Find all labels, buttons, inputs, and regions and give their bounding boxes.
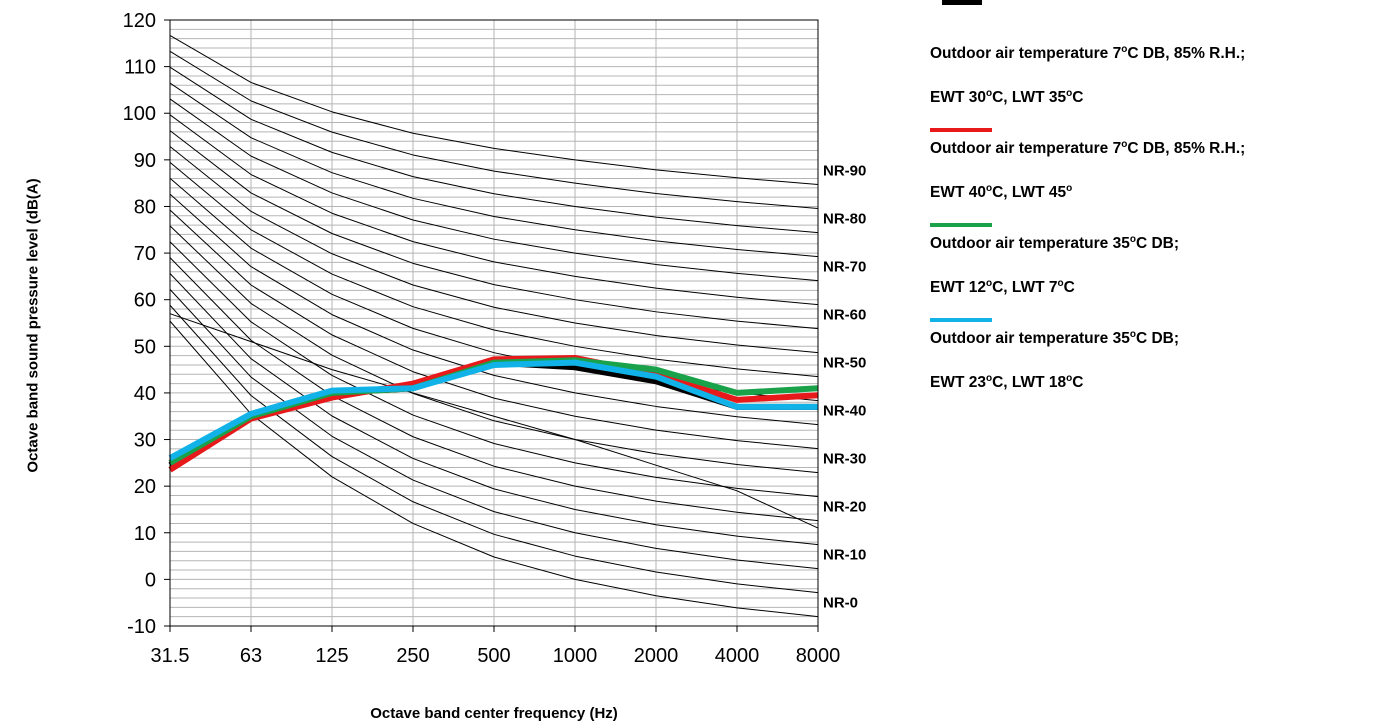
- nr-curve: [169, 289, 819, 570]
- x-tick-label: 250: [396, 645, 429, 667]
- nr-label: NR-20: [823, 499, 866, 516]
- nr-label: NR-30: [823, 451, 866, 468]
- data-series: [168, 354, 819, 473]
- y-tick-label: 60: [134, 290, 156, 312]
- y-tick-label: 0: [145, 569, 156, 591]
- nr-curve: [169, 130, 819, 330]
- nr-label: NR-50: [823, 355, 866, 372]
- legend-label-line: EWT 30oC, LWT 35oC: [930, 88, 1084, 107]
- x-tick-label: 8000: [796, 645, 841, 667]
- nr-label: NR-80: [823, 211, 866, 228]
- nr-label-bg: [820, 158, 878, 181]
- nr-label: NR-70: [823, 259, 866, 276]
- y-tick-label: 50: [134, 336, 156, 358]
- legend-label-line: Outdoor air temperature 35oC DB;: [930, 234, 1179, 253]
- y-tick-label: 100: [123, 103, 156, 125]
- legend-swatch: [930, 318, 992, 322]
- legend-label-line: EWT 23oC, LWT 18oC: [930, 373, 1084, 392]
- y-tick-label: 80: [134, 196, 156, 218]
- x-axis-title: Octave band center frequency (Hz): [370, 705, 618, 722]
- nr-curve: [169, 146, 819, 354]
- legend-label-line: Outdoor air temperature 35oC DB;: [930, 329, 1179, 348]
- legend-label-line: EWT 40oC, LWT 45o: [930, 183, 1073, 202]
- series-line: [168, 359, 818, 461]
- nr-label-bg: [820, 590, 878, 613]
- x-tick-label: 31.5: [151, 645, 190, 667]
- nr-curve: [169, 162, 819, 378]
- nr-label-bg: [820, 350, 878, 373]
- y-tick-label: 20: [134, 476, 156, 498]
- x-tick-label: 4000: [715, 645, 760, 667]
- legend-label: Outdoor air temperature 7oC DB, 85% R.H.…: [930, 125, 1380, 213]
- legend-swatch: [930, 128, 992, 132]
- nr-curve: [169, 225, 819, 474]
- x-tick-label: 500: [477, 645, 510, 667]
- nr-label: NR-90: [823, 163, 866, 180]
- y-tick-label: 90: [134, 150, 156, 172]
- nr-curve: [169, 82, 819, 258]
- nr-curve: [169, 98, 819, 282]
- nr-label-bg: [820, 494, 878, 517]
- y-tick-label: -10: [127, 616, 156, 638]
- nr-curve-labels: NR-0 NR-10 NR-20 NR-30 NR-40 NR-50 NR-60 NR-70 N…: [820, 158, 878, 613]
- grid-lines: [169, 19, 819, 627]
- nr-label: NR-0: [823, 595, 858, 612]
- x-tick-label: 2000: [634, 645, 679, 667]
- nr-label: NR-10: [823, 547, 866, 564]
- nr-curve: [169, 34, 819, 186]
- legend-swatch: [930, 223, 992, 227]
- legend-label-line: Outdoor air temperature 7oC DB, 85% R.H.…: [930, 44, 1246, 63]
- x-tick-label: 63: [240, 645, 262, 667]
- legend-label: Outdoor air temperature 7oC DB, 85% R.H.…: [930, 30, 1380, 118]
- y-tick-label: 30: [134, 430, 156, 452]
- x-tick-label: 125: [315, 645, 348, 667]
- y-tick-label: 110: [124, 57, 156, 79]
- y-tick-label: 40: [134, 383, 156, 405]
- nr-curve: [169, 273, 819, 546]
- nr-curve: [169, 209, 819, 450]
- nr-label-bg: [820, 254, 878, 277]
- nr-curve: [169, 257, 819, 522]
- x-axis-ticks: 31.5 63 125 250 500 1000 2000 4000 8000: [151, 626, 841, 667]
- legend-label-line: Outdoor air temperature 7oC DB, 85% R.H.…: [930, 139, 1246, 158]
- y-tick-label: 120: [123, 10, 156, 32]
- x-tick-label: 1000: [553, 645, 598, 667]
- nr-curve: [169, 313, 819, 529]
- nr-label-bg: [820, 542, 878, 565]
- legend-label-line: EWT 12oC, LWT 7oC: [930, 278, 1075, 297]
- nr-label-bg: [820, 302, 878, 325]
- y-tick-label: 70: [134, 243, 156, 265]
- nr-curve: [169, 241, 819, 498]
- nr-curves: [169, 34, 819, 618]
- nr-label-bg: [820, 446, 878, 469]
- nr-label-bg: [820, 206, 878, 229]
- legend-swatch: [942, 0, 982, 5]
- nr-curve: [169, 320, 819, 618]
- nr-label: NR-60: [823, 307, 866, 324]
- legend-label: Outdoor air temperature 35oC DB; EWT 12oC…: [930, 220, 1380, 308]
- nr-label-bg: [820, 398, 878, 421]
- y-axis-ticks: -10 0 10 20 30 40 50 60 70 80 90 100 110 120: [123, 10, 170, 638]
- nr-curve: [169, 193, 819, 426]
- legend-label: Outdoor air temperature 35oC DB; EWT 23oC…: [930, 315, 1380, 403]
- nr-label: NR-40: [823, 403, 866, 420]
- nr-curve: [169, 114, 819, 306]
- nr-curve: [169, 66, 819, 234]
- nr-curve: [169, 304, 819, 594]
- y-axis-title: Octave band sound pressure level (dB(A): [24, 177, 42, 473]
- nr-curve: [169, 50, 819, 210]
- y-tick-label: 10: [134, 523, 156, 545]
